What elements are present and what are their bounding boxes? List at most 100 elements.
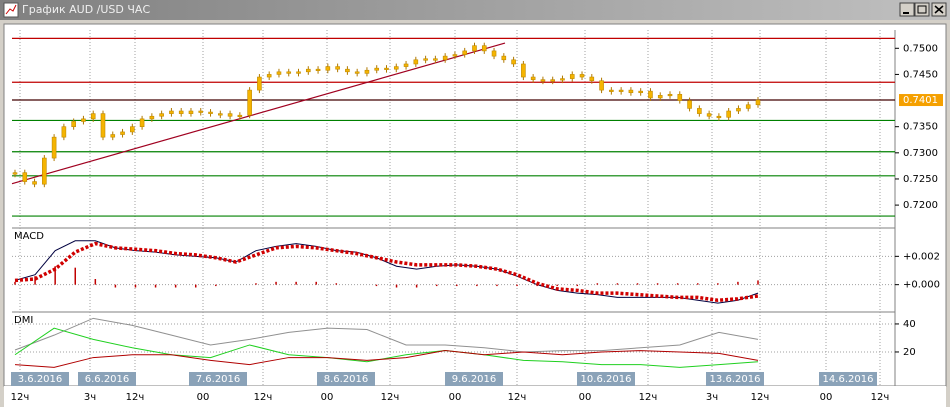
date-label: 8.6.2016 xyxy=(324,374,369,385)
date-badge xyxy=(189,372,247,386)
candle xyxy=(569,74,575,79)
current-price-badge xyxy=(899,94,943,107)
date-label: 13.6.2016 xyxy=(710,374,761,385)
title-bar xyxy=(0,0,950,20)
candle xyxy=(110,134,116,138)
candle xyxy=(706,113,712,117)
window-buttons[interactable] xyxy=(899,2,947,17)
candle xyxy=(628,89,634,94)
hour-label: 3ч xyxy=(84,392,96,403)
panel-title: DMI xyxy=(14,315,33,326)
date-badge xyxy=(445,372,503,386)
series-line xyxy=(14,240,759,304)
candle xyxy=(208,111,213,114)
candle xyxy=(638,90,643,94)
candle xyxy=(481,45,487,52)
candle xyxy=(90,113,96,120)
y-tick-label: 0.7300 xyxy=(903,148,938,159)
candle xyxy=(51,136,57,159)
candle xyxy=(374,67,380,71)
candle xyxy=(384,67,389,70)
candle xyxy=(218,113,223,116)
y-tick-label: 0.7450 xyxy=(903,69,938,80)
candle xyxy=(130,126,135,133)
candle xyxy=(697,108,702,114)
panel-title: MACD xyxy=(14,231,44,242)
y-tick-label: 0.7200 xyxy=(903,200,938,211)
candle xyxy=(266,74,272,78)
candle xyxy=(345,68,350,73)
candle xyxy=(364,69,370,74)
candle xyxy=(325,66,331,71)
candle xyxy=(159,113,164,117)
minimize-button[interactable] xyxy=(899,2,915,17)
trendline xyxy=(11,42,506,185)
candle xyxy=(32,181,37,185)
hour-label: 00 xyxy=(321,392,334,403)
hour-label: 12ч xyxy=(11,392,30,403)
candle xyxy=(599,80,604,91)
candle xyxy=(560,78,565,81)
candle xyxy=(667,93,673,97)
candle xyxy=(12,172,18,175)
candle xyxy=(315,68,321,71)
y-tick-label: 0.7250 xyxy=(903,174,938,185)
candle xyxy=(100,113,106,138)
current-price-label: 0.7401 xyxy=(903,95,938,106)
candle xyxy=(521,63,526,78)
candle xyxy=(296,71,301,74)
y-tick-label: +0.002 xyxy=(903,251,940,262)
candle xyxy=(433,58,438,61)
series-line xyxy=(14,241,759,302)
candle xyxy=(403,63,409,67)
candle xyxy=(579,74,585,78)
candle xyxy=(178,110,184,114)
plot-area xyxy=(3,23,947,387)
date-badge xyxy=(577,372,635,386)
hour-label: 12ч xyxy=(254,392,273,403)
date-badge xyxy=(819,372,877,386)
candle xyxy=(198,110,204,113)
y-tick-label: 40 xyxy=(903,319,916,330)
close-icon xyxy=(934,5,944,14)
hour-label: 3ч xyxy=(706,392,718,403)
date-label: 10.6.2016 xyxy=(581,374,632,385)
candle xyxy=(442,55,448,61)
maximize-icon xyxy=(917,5,927,14)
candle xyxy=(726,110,731,118)
candle xyxy=(501,55,507,61)
hour-label: 12ч xyxy=(871,392,890,403)
candle xyxy=(71,121,76,127)
y-tick-label: 0.7500 xyxy=(903,43,938,54)
y-tick-label: 0.7350 xyxy=(903,122,938,133)
date-badge xyxy=(78,372,136,386)
y-tick-label: 20 xyxy=(903,347,916,358)
time-axis xyxy=(4,386,946,407)
candle xyxy=(648,90,653,99)
candle xyxy=(687,100,692,109)
candle xyxy=(393,66,399,70)
candle xyxy=(462,50,468,55)
candle xyxy=(61,126,67,138)
hour-label: 00 xyxy=(579,392,592,403)
candle xyxy=(81,118,86,122)
candle xyxy=(716,115,722,119)
hour-label: 12ч xyxy=(751,392,770,403)
candle xyxy=(335,66,340,70)
candle xyxy=(247,89,252,116)
candle xyxy=(530,76,536,80)
date-badge xyxy=(317,372,375,386)
maximize-button[interactable] xyxy=(914,2,930,17)
candle xyxy=(276,71,282,75)
candle xyxy=(540,79,546,82)
candle xyxy=(550,79,555,82)
window-icon-graph xyxy=(5,4,17,15)
date-badge xyxy=(706,372,764,386)
candle xyxy=(237,114,243,117)
candle xyxy=(657,95,663,99)
candle xyxy=(286,71,292,74)
candle xyxy=(511,59,516,65)
candle xyxy=(589,76,595,81)
candle xyxy=(305,68,311,73)
